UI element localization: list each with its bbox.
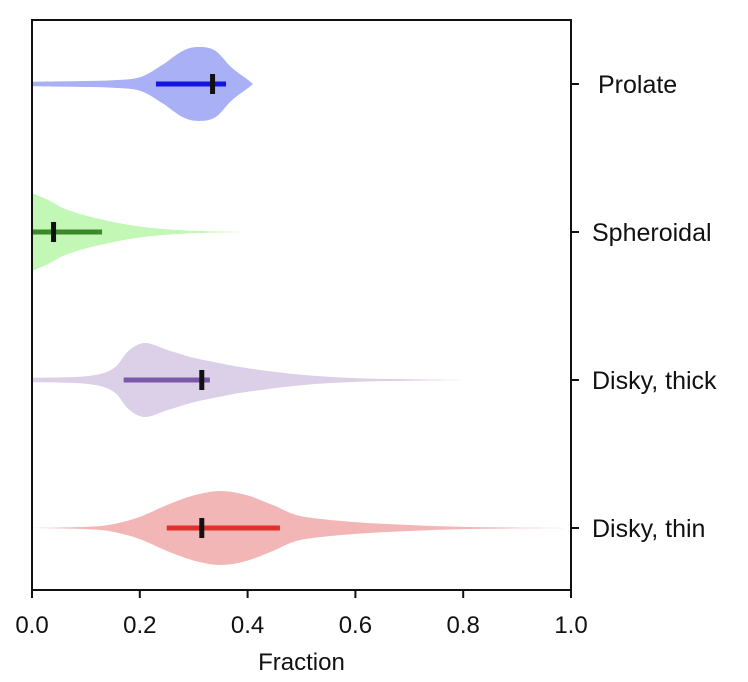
violin-1: [32, 47, 253, 121]
x-tick-label-6: 1.0: [554, 612, 587, 639]
x-tick-label-2: 0.2: [123, 612, 156, 639]
x-tick-label-1: 0.0: [15, 612, 48, 639]
violin-2: [32, 193, 248, 271]
violin-4: [32, 491, 571, 565]
x-tick-label-4: 0.6: [339, 612, 372, 639]
category-label-1: Prolate: [598, 71, 677, 99]
category-label-3: Disky, thick: [592, 367, 717, 395]
range-bars-group: [32, 74, 280, 538]
x-axis-ticks: 0.0 0.2 0.4 0.6 0.8 1.0: [15, 590, 588, 639]
category-label-2: Spheroidal: [592, 219, 712, 247]
violin-3: [32, 342, 464, 418]
plot-frame: [31, 19, 572, 591]
category-label-4: Disky, thin: [592, 515, 705, 543]
category-axis-ticks: Prolate Spheroidal Disky, thick Disky, thin: [571, 71, 717, 543]
x-axis-label: Fraction: [258, 649, 345, 676]
x-tick-label-5: 0.8: [447, 612, 480, 639]
x-tick-label-3: 0.4: [231, 612, 264, 639]
violins-group: [32, 47, 571, 565]
